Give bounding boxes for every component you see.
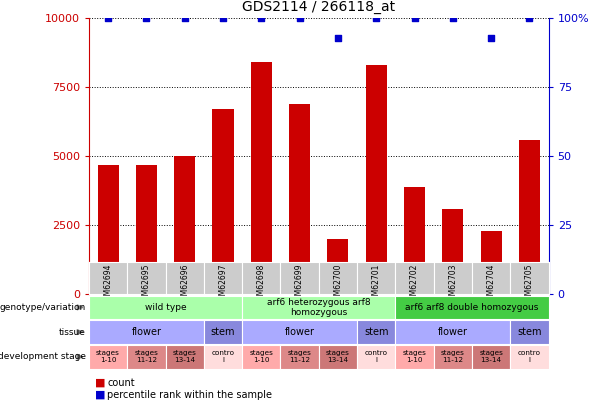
Text: GSM62699: GSM62699 bbox=[295, 264, 304, 305]
Text: tissue: tissue bbox=[59, 328, 86, 337]
Text: GSM62696: GSM62696 bbox=[180, 264, 189, 305]
Title: GDS2114 / 266118_at: GDS2114 / 266118_at bbox=[242, 0, 395, 15]
Text: GSM62700: GSM62700 bbox=[333, 264, 343, 305]
Text: GSM62694: GSM62694 bbox=[104, 264, 113, 305]
Bar bbox=[213, 109, 234, 294]
Point bbox=[333, 34, 343, 41]
Text: stages
11-12: stages 11-12 bbox=[441, 350, 465, 363]
Text: stages
1-10: stages 1-10 bbox=[249, 350, 273, 363]
Text: stages
13-14: stages 13-14 bbox=[326, 350, 350, 363]
Text: contro
l: contro l bbox=[365, 350, 388, 363]
Point bbox=[180, 15, 189, 21]
Text: GSM62701: GSM62701 bbox=[371, 264, 381, 305]
Text: count: count bbox=[107, 378, 135, 388]
Text: contro
l: contro l bbox=[211, 350, 235, 363]
Text: stages
11-12: stages 11-12 bbox=[134, 350, 158, 363]
Text: GSM62695: GSM62695 bbox=[142, 264, 151, 305]
Text: percentile rank within the sample: percentile rank within the sample bbox=[107, 390, 272, 400]
Text: GSM62705: GSM62705 bbox=[525, 264, 534, 305]
Text: flower: flower bbox=[131, 327, 161, 337]
Bar bbox=[443, 209, 463, 294]
Text: flower: flower bbox=[438, 327, 468, 337]
Text: GSM62698: GSM62698 bbox=[257, 264, 266, 305]
Bar bbox=[327, 239, 348, 294]
Text: GSM62704: GSM62704 bbox=[487, 264, 496, 305]
Point bbox=[448, 15, 458, 21]
Bar bbox=[97, 164, 118, 294]
Point bbox=[486, 34, 496, 41]
Text: stages
11-12: stages 11-12 bbox=[287, 350, 311, 363]
Bar bbox=[366, 65, 387, 294]
Text: GSM62697: GSM62697 bbox=[218, 264, 227, 305]
Text: arf6 heterozygous arf8
homozygous: arf6 heterozygous arf8 homozygous bbox=[267, 298, 371, 317]
Point bbox=[103, 15, 113, 21]
Bar bbox=[251, 62, 272, 294]
Text: ■: ■ bbox=[95, 390, 105, 400]
Bar bbox=[174, 156, 195, 294]
Text: GSM62702: GSM62702 bbox=[410, 264, 419, 305]
Text: stages
13-14: stages 13-14 bbox=[173, 350, 197, 363]
Bar bbox=[404, 187, 425, 294]
Text: stem: stem bbox=[517, 327, 542, 337]
Text: arf6 arf8 double homozygous: arf6 arf8 double homozygous bbox=[405, 303, 539, 312]
Point bbox=[256, 15, 266, 21]
Bar bbox=[519, 140, 540, 294]
Bar bbox=[136, 164, 157, 294]
Text: wild type: wild type bbox=[145, 303, 186, 312]
Point bbox=[525, 15, 535, 21]
Text: ■: ■ bbox=[95, 378, 105, 388]
Bar bbox=[289, 104, 310, 294]
Point bbox=[218, 15, 228, 21]
Text: stem: stem bbox=[211, 327, 235, 337]
Bar bbox=[481, 231, 501, 294]
Text: stages
13-14: stages 13-14 bbox=[479, 350, 503, 363]
Text: genotype/variation: genotype/variation bbox=[0, 303, 86, 312]
Text: stages
1-10: stages 1-10 bbox=[403, 350, 427, 363]
Text: contro
l: contro l bbox=[518, 350, 541, 363]
Text: stages
1-10: stages 1-10 bbox=[96, 350, 120, 363]
Point bbox=[295, 15, 305, 21]
Text: stem: stem bbox=[364, 327, 389, 337]
Text: development stage: development stage bbox=[0, 352, 86, 361]
Point bbox=[371, 15, 381, 21]
Text: flower: flower bbox=[284, 327, 314, 337]
Text: GSM62703: GSM62703 bbox=[448, 264, 457, 305]
Point bbox=[409, 15, 419, 21]
Point bbox=[142, 15, 151, 21]
